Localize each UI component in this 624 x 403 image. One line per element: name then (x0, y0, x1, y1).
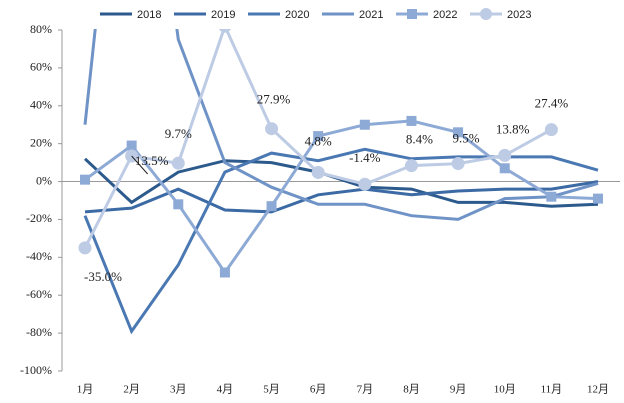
x-tick-label: 1月 (77, 384, 94, 396)
legend-label: 2021 (359, 9, 383, 21)
marker (80, 174, 90, 185)
series-line (84, 119, 599, 276)
legend-label: 2022 (433, 9, 457, 21)
legend-marker (480, 8, 492, 20)
y-tick-label: 40% (30, 98, 52, 112)
legend-marker (407, 9, 417, 19)
marker (358, 177, 372, 191)
data-label: -1.4% (349, 150, 381, 165)
marker (266, 201, 277, 212)
x-tick-label: 12月 (587, 384, 609, 396)
marker (173, 199, 184, 210)
y-tick-label: -80% (26, 325, 52, 339)
x-tick-label: 8月 (403, 384, 420, 396)
data-label: 13.8% (496, 121, 530, 136)
marker (499, 163, 510, 174)
marker (313, 131, 324, 142)
y-axis: -100% -80% -60% -40% -20% 0% 20% 40% 60% 80% 1月 2月 3… (20, 22, 620, 396)
y-tick-label: 60% (30, 60, 52, 74)
data-label: 9.5% (453, 131, 480, 146)
legend-label: 2019 (211, 9, 235, 21)
marker (311, 165, 325, 179)
x-tick-label: 6月 (310, 384, 327, 396)
y-tick-label: -20% (26, 211, 52, 225)
marker (593, 193, 603, 204)
overlay: -35.0% 13.5% 9.7% 27.9% 4.8% -1.4% 8.4% 9.5% 13.… (84, 8, 568, 284)
marker (265, 122, 279, 136)
y-tick-label: -100% (20, 363, 52, 377)
marker (451, 157, 465, 171)
leader-line (131, 155, 149, 175)
x-tick-label: 11月 (541, 384, 563, 396)
data-label: 4.8% (305, 133, 332, 148)
y-tick-label: 20% (30, 135, 52, 149)
x-tick-label: 4月 (217, 384, 234, 396)
marker (219, 29, 231, 33)
data-label: 9.7% (165, 126, 192, 141)
data-label: 8.4% (406, 132, 433, 147)
x-tick-label: 5月 (263, 384, 280, 396)
marker (546, 191, 557, 202)
data-label: 13.5% (135, 153, 169, 168)
x-tick-label: 10月 (494, 384, 516, 396)
series-line (83, 147, 599, 335)
legend-label: 2023 (507, 9, 531, 21)
marker (404, 159, 418, 173)
x-tick-label: 3月 (170, 384, 187, 396)
marker (453, 127, 464, 138)
x-tick-label: 2月 (123, 384, 140, 396)
marker (544, 123, 558, 137)
legend-label: 2020 (285, 9, 309, 21)
y-tick-label: 80% (30, 22, 52, 36)
marker (406, 115, 417, 126)
data-label: 27.9% (257, 92, 291, 107)
marker (171, 156, 185, 170)
x-tick-label: 9月 (450, 384, 467, 396)
marker (359, 119, 370, 130)
y-tick-label: 0% (36, 173, 52, 187)
marker (126, 140, 137, 151)
marker (498, 148, 512, 162)
x-tick-label: 7月 (357, 384, 374, 396)
marker (219, 267, 230, 278)
y-tick-label: -40% (26, 249, 52, 263)
y-tick-label: -60% (26, 287, 52, 301)
legend-label: 2018 (137, 9, 161, 21)
data-label: 27.4% (535, 96, 569, 111)
series-line (83, 29, 599, 221)
data-label: -35.0% (84, 269, 122, 284)
marker (78, 241, 92, 255)
